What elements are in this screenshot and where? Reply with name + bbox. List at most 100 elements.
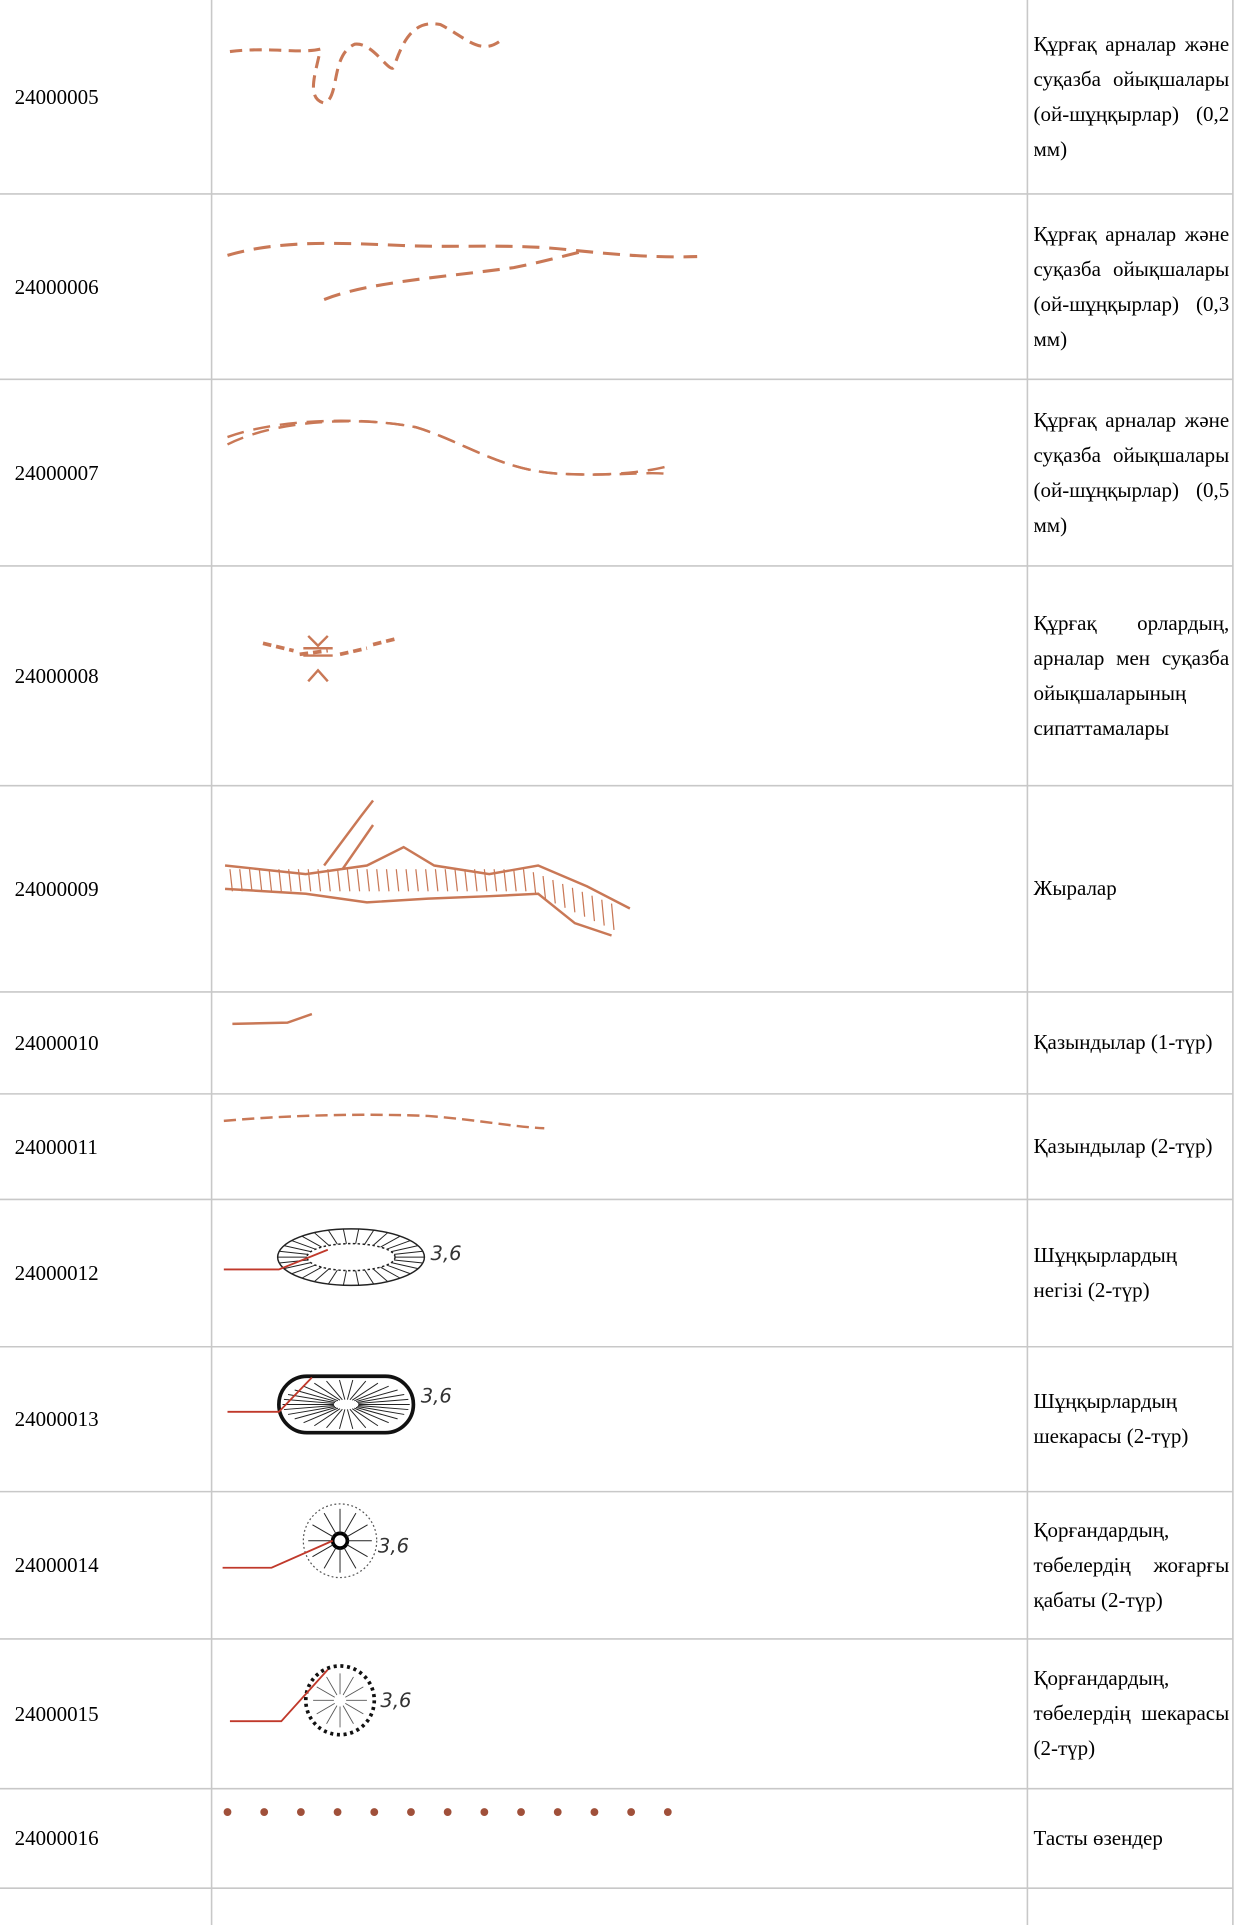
symbol — [355, 1228, 360, 1244]
table-row — [232, 1012, 313, 1026]
symbol — [415, 869, 419, 892]
symbol — [562, 883, 566, 908]
symbol — [542, 876, 547, 900]
symbol — [345, 1686, 364, 1698]
symbol — [355, 1406, 398, 1420]
symbol — [425, 869, 429, 892]
symbol — [330, 1531, 350, 1550]
row-code: 24000007 — [14, 460, 99, 485]
symbol — [357, 1393, 405, 1403]
symbol — [351, 1382, 379, 1401]
row-description: Құрғақ арналар және суқазба ойықшалары (… — [1033, 221, 1230, 351]
symbol — [355, 1389, 398, 1403]
symbol-label: 3,6 — [421, 1385, 452, 1408]
table-row: 3,6 — [227, 1374, 452, 1435]
symbol — [222, 1539, 334, 1569]
symbol — [223, 1248, 329, 1271]
symbol — [226, 420, 667, 476]
symbol — [627, 1808, 636, 1816]
symbol — [342, 1270, 347, 1286]
symbol — [391, 1262, 419, 1270]
symbol — [358, 1398, 409, 1404]
symbol — [370, 1808, 379, 1816]
symbol — [454, 869, 459, 892]
symbol — [346, 1543, 368, 1558]
symbol — [380, 1235, 401, 1248]
row-code: 24000012 — [14, 1261, 99, 1286]
symbol — [364, 1230, 375, 1245]
table-row — [223, 1808, 672, 1816]
symbol — [493, 869, 498, 892]
symbol — [553, 1808, 562, 1816]
symbol — [349, 1380, 367, 1401]
row-description: Қазындылар (2-түр) — [1033, 1134, 1213, 1159]
symbol — [581, 891, 586, 917]
symbol — [306, 1242, 396, 1272]
symbol — [317, 869, 322, 892]
row-code: 24000006 — [14, 274, 99, 299]
symbol — [380, 1266, 401, 1279]
symbol — [346, 1524, 368, 1538]
symbol — [385, 869, 390, 892]
symbol — [372, 1268, 389, 1282]
symbol — [301, 1266, 322, 1279]
symbol — [343, 1546, 357, 1569]
symbol — [394, 1250, 423, 1255]
symbol — [386, 1240, 411, 1250]
row-description: Жыралар — [1033, 876, 1117, 901]
symbol — [356, 869, 361, 892]
symbol — [296, 1808, 305, 1816]
symbol — [303, 635, 333, 683]
symbol — [260, 1808, 269, 1816]
table-row — [227, 241, 698, 301]
symbol — [327, 1269, 338, 1285]
row-description: Құрғақ орлардың, арналар мен суқазба ойы… — [1033, 610, 1230, 740]
symbol — [354, 1385, 389, 1402]
symbol — [473, 869, 478, 892]
symbol — [229, 869, 233, 892]
symbol — [343, 1512, 357, 1535]
symbol — [349, 1408, 367, 1429]
row-code: 24000009 — [14, 876, 99, 901]
table-row — [229, 22, 500, 105]
symbol — [386, 1264, 411, 1275]
symbol — [323, 1512, 337, 1535]
table-row — [226, 419, 667, 476]
symbol — [336, 869, 341, 892]
symbol — [358, 1404, 409, 1411]
symbol — [480, 1808, 489, 1816]
symbol — [326, 1408, 343, 1429]
symbol — [326, 1705, 338, 1724]
symbol — [301, 1235, 322, 1248]
symbol — [354, 1407, 389, 1424]
symbol — [294, 1406, 337, 1420]
symbol — [532, 872, 537, 895]
symbol — [346, 1409, 354, 1430]
symbol — [302, 1503, 378, 1579]
symbol — [326, 1676, 338, 1696]
symbol — [314, 1382, 341, 1401]
symbol — [346, 869, 351, 892]
symbol — [294, 1389, 337, 1403]
symbol — [327, 1230, 338, 1245]
symbol — [444, 869, 449, 892]
symbol — [552, 879, 556, 904]
symbol — [364, 1269, 375, 1285]
symbol — [268, 869, 273, 892]
symbol-label: 3,6 — [431, 1242, 462, 1265]
symbol — [443, 1808, 452, 1816]
row-description: Қазындылар (1-түр) — [1033, 1030, 1213, 1055]
symbol — [223, 1113, 545, 1130]
symbol — [323, 1546, 337, 1569]
symbol — [287, 1405, 336, 1415]
symbol — [312, 1524, 334, 1538]
symbol — [288, 869, 292, 892]
row-code: 24000014 — [14, 1553, 99, 1578]
symbol — [405, 869, 410, 892]
symbol — [513, 869, 517, 892]
symbol — [333, 1808, 342, 1816]
symbol — [601, 899, 605, 926]
symbol — [357, 1405, 405, 1415]
symbol — [283, 1245, 311, 1253]
